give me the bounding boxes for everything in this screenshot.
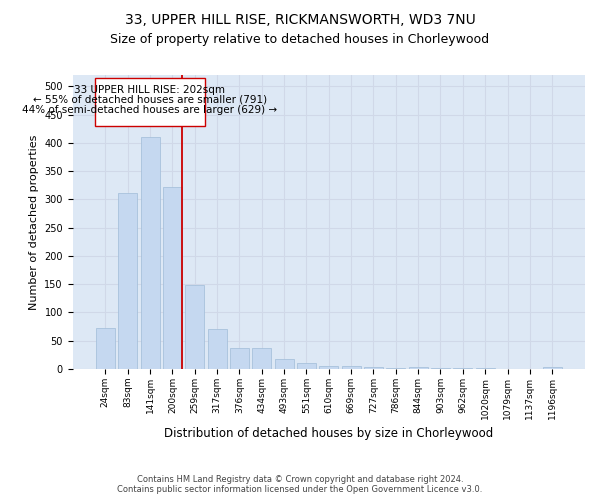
Text: Contains HM Land Registry data © Crown copyright and database right 2024.
Contai: Contains HM Land Registry data © Crown c…: [118, 474, 482, 494]
Bar: [118, 193, 137, 369]
Bar: [230, 348, 249, 369]
X-axis label: Distribution of detached houses by size in Chorleywood: Distribution of detached houses by size …: [164, 427, 493, 440]
Bar: [319, 366, 338, 369]
Y-axis label: Number of detached properties: Number of detached properties: [29, 134, 38, 310]
Bar: [364, 366, 383, 369]
Bar: [163, 188, 182, 369]
Bar: [454, 368, 472, 369]
Bar: [409, 366, 428, 369]
Bar: [341, 366, 361, 369]
Bar: [386, 368, 406, 369]
Text: 33, UPPER HILL RISE, RICKMANSWORTH, WD3 7NU: 33, UPPER HILL RISE, RICKMANSWORTH, WD3 …: [125, 12, 475, 26]
Text: 33 UPPER HILL RISE: 202sqm: 33 UPPER HILL RISE: 202sqm: [74, 84, 225, 94]
Bar: [140, 137, 160, 369]
Text: Size of property relative to detached houses in Chorleywood: Size of property relative to detached ho…: [110, 32, 490, 46]
FancyBboxPatch shape: [95, 78, 205, 126]
Bar: [96, 328, 115, 369]
Bar: [185, 286, 204, 369]
Bar: [275, 360, 293, 369]
Text: ← 55% of detached houses are smaller (791): ← 55% of detached houses are smaller (79…: [32, 95, 267, 105]
Bar: [476, 368, 494, 369]
Bar: [297, 362, 316, 369]
Text: 44% of semi-detached houses are larger (629) →: 44% of semi-detached houses are larger (…: [22, 105, 277, 115]
Bar: [543, 367, 562, 369]
Bar: [208, 330, 227, 369]
Bar: [431, 368, 450, 369]
Bar: [252, 348, 271, 369]
